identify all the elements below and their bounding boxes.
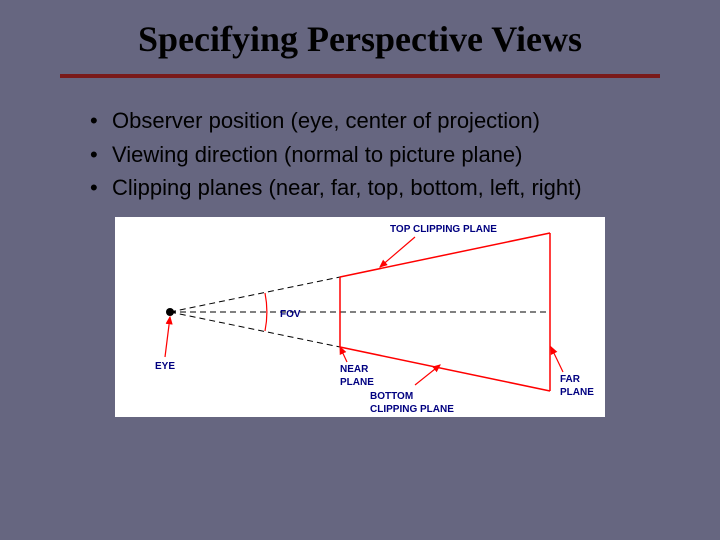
frustum-top-edge: [340, 233, 550, 277]
near-label-1: NEAR: [340, 364, 369, 375]
far-label-2: PLANE: [560, 387, 594, 398]
title-rule: [60, 74, 660, 78]
bottom-clip-label-2: CLIPPING PLANE: [370, 404, 454, 415]
bullet-item: Observer position (eye, center of projec…: [90, 106, 660, 136]
eye-leader: [165, 317, 170, 357]
bullet-item: Clipping planes (near, far, top, bottom,…: [90, 173, 660, 203]
far-label-1: FAR: [560, 374, 581, 385]
near-label-2: PLANE: [340, 377, 374, 388]
bottom-clip-label-1: BOTTOM: [370, 391, 413, 402]
bottom-clip-leader: [415, 365, 440, 385]
fov-label: FOV: [280, 309, 301, 320]
top-clip-label: TOP CLIPPING PLANE: [390, 224, 497, 235]
eye-point: [166, 308, 174, 316]
frustum-bottom-dash: [170, 312, 340, 347]
slide: Specifying Perspective Views Observer po…: [0, 0, 720, 540]
far-plane-leader: [551, 347, 563, 372]
bullet-item: Viewing direction (normal to picture pla…: [90, 140, 660, 170]
frustum-diagram: EYE FOV TOP CLIPPING PLANE NEAR PLANE BO…: [115, 217, 605, 417]
frustum-top-dash: [170, 277, 340, 312]
near-plane-leader: [340, 347, 347, 362]
bullet-list: Observer position (eye, center of projec…: [60, 106, 660, 203]
eye-label: EYE: [155, 361, 175, 372]
diagram-container: EYE FOV TOP CLIPPING PLANE NEAR PLANE BO…: [60, 217, 660, 417]
slide-title: Specifying Perspective Views: [60, 18, 660, 74]
